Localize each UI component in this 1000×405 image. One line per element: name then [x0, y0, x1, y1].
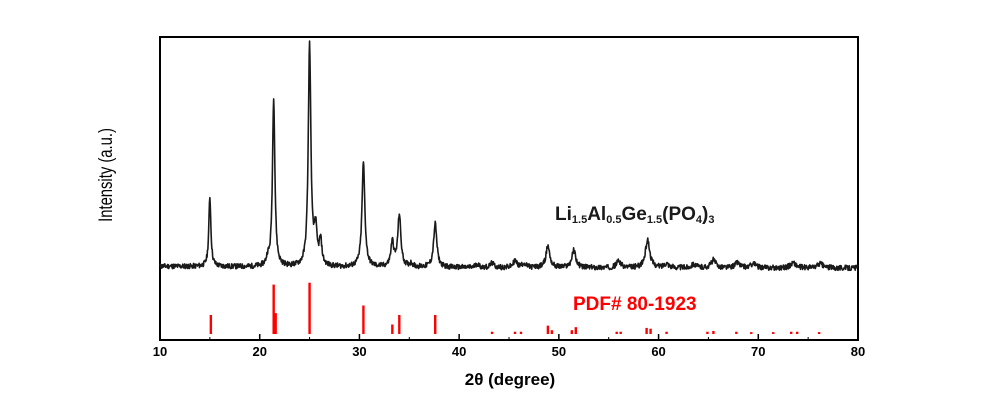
- y-axis-title: Intensity (a.u.): [95, 128, 116, 222]
- formula-part: Li: [555, 204, 572, 225]
- formula-part: Al: [587, 204, 606, 225]
- x-tick-label: 30: [352, 344, 366, 359]
- formula-part: 3: [708, 214, 714, 226]
- x-tick-label: 40: [452, 344, 466, 359]
- plot-frame: [159, 36, 859, 341]
- formula-part: ): [702, 204, 708, 225]
- formula-part: (PO: [662, 204, 696, 225]
- x-tick-label: 70: [751, 344, 765, 359]
- sample-formula-label: Li1.5Al0.5Ge1.5(PO4)3: [555, 204, 715, 226]
- formula-part: 1.5: [647, 214, 662, 226]
- xrd-pattern-line: [159, 40, 859, 272]
- formula-part: 0.5: [606, 214, 621, 226]
- x-tick-label: 60: [651, 344, 665, 359]
- x-tick-label: 80: [851, 344, 865, 359]
- x-tick-label: 20: [252, 344, 266, 359]
- formula-part: 4: [696, 214, 703, 226]
- formula-part: Ge: [621, 204, 646, 225]
- reference-sticks: [209, 282, 821, 334]
- reference-card-label: PDF# 80-1923: [573, 294, 697, 315]
- axes-frame: [159, 36, 859, 341]
- x-tick-label: 50: [552, 344, 566, 359]
- x-ticks: 10 20 30 40 50 60 70 80: [153, 334, 865, 359]
- measured-pattern: [159, 40, 859, 272]
- x-tick-label: 10: [153, 344, 167, 359]
- x-axis-title: 2θ (degree): [465, 370, 555, 389]
- formula-part: 1.5: [572, 214, 587, 226]
